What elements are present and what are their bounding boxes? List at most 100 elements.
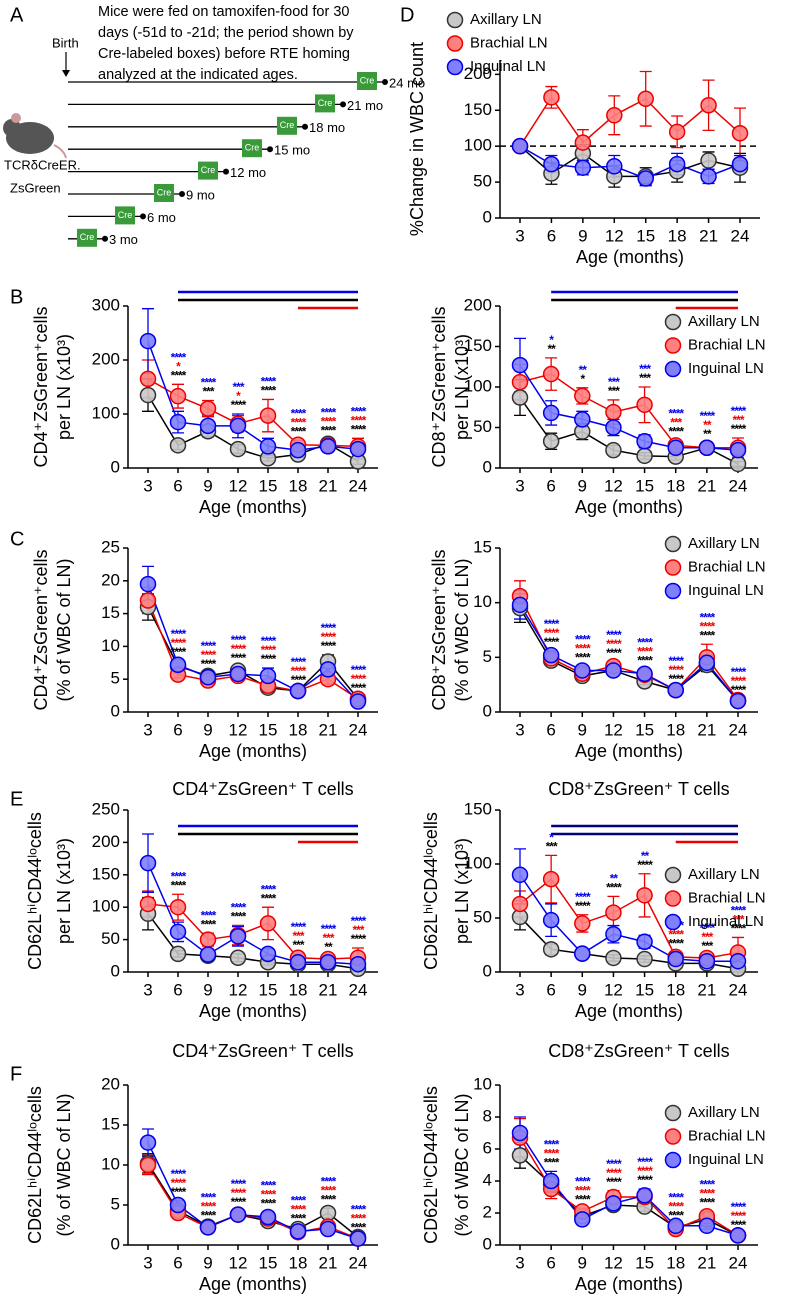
legend-label: Brachial LN — [688, 889, 766, 906]
significance-stars: * — [580, 372, 585, 386]
x-tick-label: 24 — [731, 226, 750, 245]
significance-stars: **** — [731, 1209, 747, 1223]
legend-label: Axillary LN — [688, 1104, 760, 1121]
data-point — [605, 403, 622, 421]
significance-stars: **** — [351, 404, 367, 418]
data-point — [637, 90, 654, 108]
x-tick-label: 12 — [605, 226, 624, 245]
y-tick-label: 15 — [473, 537, 492, 556]
significance-stars: **** — [637, 654, 653, 668]
significance-stars: *** — [732, 913, 744, 927]
significance-stars: ** — [703, 427, 712, 441]
data-point — [289, 954, 307, 971]
significance-stars: *** — [639, 362, 651, 376]
data-point — [139, 1156, 157, 1174]
significance-stars: * — [176, 359, 181, 373]
legend-label: Axillary LN — [688, 866, 760, 883]
x-axis-title: Age (months) — [199, 497, 307, 517]
y-tick-label: 200 — [464, 64, 492, 83]
significance-stars: **** — [291, 416, 307, 430]
significance-stars: **** — [731, 665, 747, 679]
data-point — [636, 665, 653, 682]
y-tick-label: 15 — [101, 603, 120, 622]
data-point — [169, 1196, 187, 1214]
significance-stars: **** — [731, 674, 747, 688]
x-axis-title: Age (months) — [199, 741, 307, 761]
significance-stars: **** — [668, 1208, 684, 1222]
x-tick-label: 12 — [229, 720, 248, 739]
significance-stars: **** — [291, 1212, 307, 1226]
y-axis-title: CD4⁺ZsGreen⁺cells — [31, 306, 51, 467]
legend-label: Inguinal LN — [470, 58, 546, 75]
significance-stars: **** — [700, 1196, 716, 1210]
significance-stars: **** — [668, 407, 684, 421]
significance-stars: **** — [668, 672, 684, 686]
significance-stars: *** — [546, 840, 558, 854]
data-point — [605, 949, 622, 967]
x-tick-label: 9 — [578, 226, 587, 245]
significance-stars: **** — [544, 617, 560, 631]
x-axis-title: Age (months) — [199, 1001, 307, 1021]
y-tick-label: 100 — [92, 897, 120, 916]
significance-stars: **** — [261, 1196, 277, 1210]
x-tick-label: 15 — [635, 720, 654, 739]
x-tick-label: 9 — [203, 476, 212, 495]
data-point — [229, 665, 247, 683]
x-tick-label: 21 — [697, 1253, 716, 1272]
chart: 0 50 100 150 200 250 3 6 9 12 15 18 21 24 Age (months)… — [10, 779, 378, 1021]
data-point — [605, 1195, 622, 1212]
x-tick-label: 3 — [143, 476, 152, 495]
data-point — [605, 925, 622, 943]
data-point — [169, 923, 187, 941]
significance-stars: **** — [731, 404, 747, 418]
x-tick-label: 21 — [699, 226, 718, 245]
x-tick-label: 12 — [229, 980, 248, 999]
data-point — [668, 155, 686, 173]
significance-stars: **** — [171, 878, 187, 892]
y-tick-label: 8 — [483, 1106, 492, 1125]
significance-stars: ** — [579, 363, 588, 377]
data-point — [259, 667, 277, 685]
x-tick-label: 9 — [203, 1253, 212, 1272]
x-tick-label: 15 — [259, 476, 278, 495]
data-point — [319, 1204, 337, 1222]
birth-arrowhead — [62, 70, 70, 77]
significance-stars: **** — [171, 645, 187, 659]
significance-stars: *** — [292, 929, 304, 943]
significance-stars: **** — [321, 1174, 337, 1188]
data-point — [636, 433, 653, 450]
significance-stars: **** — [351, 914, 367, 928]
significance-stars: **** — [201, 908, 217, 922]
data-point — [698, 952, 716, 970]
x-tick-label: 15 — [635, 1253, 654, 1272]
data-point — [319, 954, 337, 971]
y-tick-label: 0 — [111, 1234, 120, 1253]
data-point — [542, 365, 560, 383]
x-tick-label: 6 — [173, 476, 182, 495]
data-point — [139, 895, 157, 913]
significance-stars: **** — [668, 937, 684, 951]
x-tick-label: 21 — [697, 476, 716, 495]
significance-stars: **** — [231, 910, 247, 924]
x-tick-label: 18 — [666, 720, 685, 739]
legend-marker — [446, 58, 464, 76]
data-point — [259, 1208, 277, 1226]
significance-stars: **** — [351, 413, 367, 427]
y-tick-label: 150 — [464, 100, 492, 119]
y-tick-label: 100 — [464, 136, 492, 155]
cre-label: Cre — [201, 165, 216, 175]
significance-stars: **** — [171, 627, 187, 641]
x-tick-label: 3 — [515, 226, 524, 245]
significance-stars: **** — [171, 1176, 187, 1190]
data-point — [667, 950, 684, 968]
y-tick-label: 0 — [111, 457, 120, 476]
panel-letter: B — [10, 286, 23, 308]
data-point — [700, 168, 717, 185]
legend-marker — [446, 35, 464, 52]
significance-stars: **** — [171, 869, 187, 883]
y-axis-title: (% of WBC of LN) — [452, 558, 472, 701]
y-tick-label: 50 — [473, 417, 492, 436]
timeline-end — [382, 79, 388, 85]
